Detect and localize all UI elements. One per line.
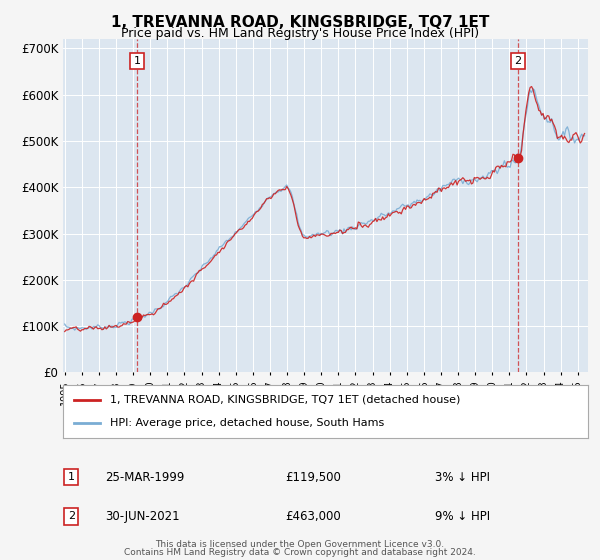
Text: 1: 1 xyxy=(68,472,75,482)
Text: 1: 1 xyxy=(134,56,140,66)
Text: £463,000: £463,000 xyxy=(285,510,341,523)
Text: 1, TREVANNA ROAD, KINGSBRIDGE, TQ7 1ET: 1, TREVANNA ROAD, KINGSBRIDGE, TQ7 1ET xyxy=(111,15,489,30)
Text: HPI: Average price, detached house, South Hams: HPI: Average price, detached house, Sout… xyxy=(110,418,385,428)
Text: 25-MAR-1999: 25-MAR-1999 xyxy=(105,470,184,484)
Text: This data is licensed under the Open Government Licence v3.0.: This data is licensed under the Open Gov… xyxy=(155,540,445,549)
Text: 30-JUN-2021: 30-JUN-2021 xyxy=(105,510,179,523)
Text: £119,500: £119,500 xyxy=(285,470,341,484)
Text: 2: 2 xyxy=(68,511,75,521)
Text: 2: 2 xyxy=(514,56,521,66)
Text: Price paid vs. HM Land Registry's House Price Index (HPI): Price paid vs. HM Land Registry's House … xyxy=(121,27,479,40)
Text: 3% ↓ HPI: 3% ↓ HPI xyxy=(435,470,490,484)
Text: 9% ↓ HPI: 9% ↓ HPI xyxy=(435,510,490,523)
Text: 1, TREVANNA ROAD, KINGSBRIDGE, TQ7 1ET (detached house): 1, TREVANNA ROAD, KINGSBRIDGE, TQ7 1ET (… xyxy=(110,395,461,405)
Text: Contains HM Land Registry data © Crown copyright and database right 2024.: Contains HM Land Registry data © Crown c… xyxy=(124,548,476,557)
